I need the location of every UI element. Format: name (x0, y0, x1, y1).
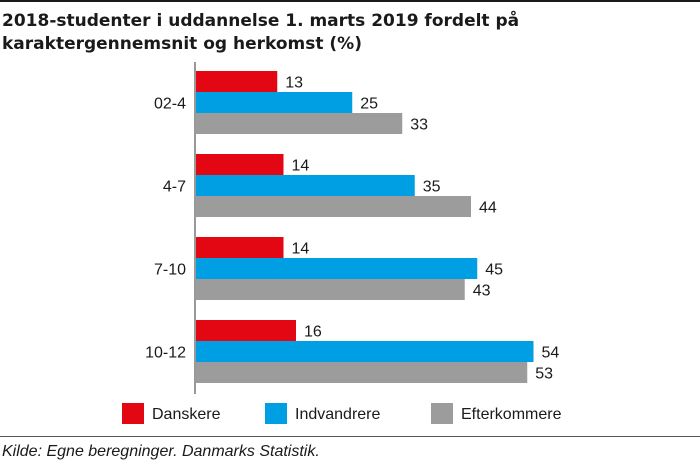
data-label: 16 (304, 324, 322, 341)
category-label: 10-12 (145, 345, 186, 362)
legend: Danskere Indvandrere Efterkommere (122, 403, 562, 424)
bar-indvandrere (196, 341, 534, 362)
category-labels: 02-4 4-7 7-10 10-12 (145, 96, 186, 362)
legend-label-efterkommere: Efterkommere (461, 406, 562, 423)
category-label: 7-10 (154, 262, 186, 279)
data-label: 45 (485, 262, 503, 279)
legend-swatch-indvandrere (265, 403, 287, 424)
bar-danskere (196, 237, 284, 258)
bar-indvandrere (196, 258, 478, 279)
bars-group: 13 25 33 14 35 44 14 45 43 16 54 53 (196, 71, 559, 383)
data-label: 35 (423, 179, 441, 196)
bar-danskere (196, 154, 284, 175)
top-rule (0, 0, 700, 2)
bar-indvandrere (196, 175, 415, 196)
bar-efterkommere (196, 196, 471, 217)
data-label: 54 (542, 345, 560, 362)
data-label: 13 (285, 75, 303, 92)
data-label: 25 (360, 96, 378, 113)
source-note: Kilde: Egne beregninger. Danmarks Statis… (2, 443, 320, 460)
bar-danskere (196, 320, 296, 341)
bar-efterkommere (196, 362, 528, 383)
legend-swatch-danskere (122, 403, 144, 424)
chart-title: 2018-studenter i uddannelse 1. marts 201… (2, 11, 520, 54)
data-label: 44 (479, 200, 497, 217)
legend-label-indvandrere: Indvandrere (295, 406, 380, 423)
bar-danskere (196, 71, 278, 92)
legend-swatch-efterkommere (431, 403, 453, 424)
data-label: 43 (473, 283, 491, 300)
data-label: 14 (292, 241, 310, 258)
bar-efterkommere (196, 279, 465, 300)
legend-label-danskere: Danskere (152, 406, 221, 423)
category-label: 02-4 (154, 96, 186, 113)
category-label: 4-7 (163, 179, 186, 196)
bar-efterkommere (196, 113, 403, 134)
data-label: 33 (410, 117, 428, 134)
data-label: 14 (292, 158, 310, 175)
bottom-rule (0, 436, 700, 437)
bar-indvandrere (196, 92, 353, 113)
data-label: 53 (535, 366, 553, 383)
